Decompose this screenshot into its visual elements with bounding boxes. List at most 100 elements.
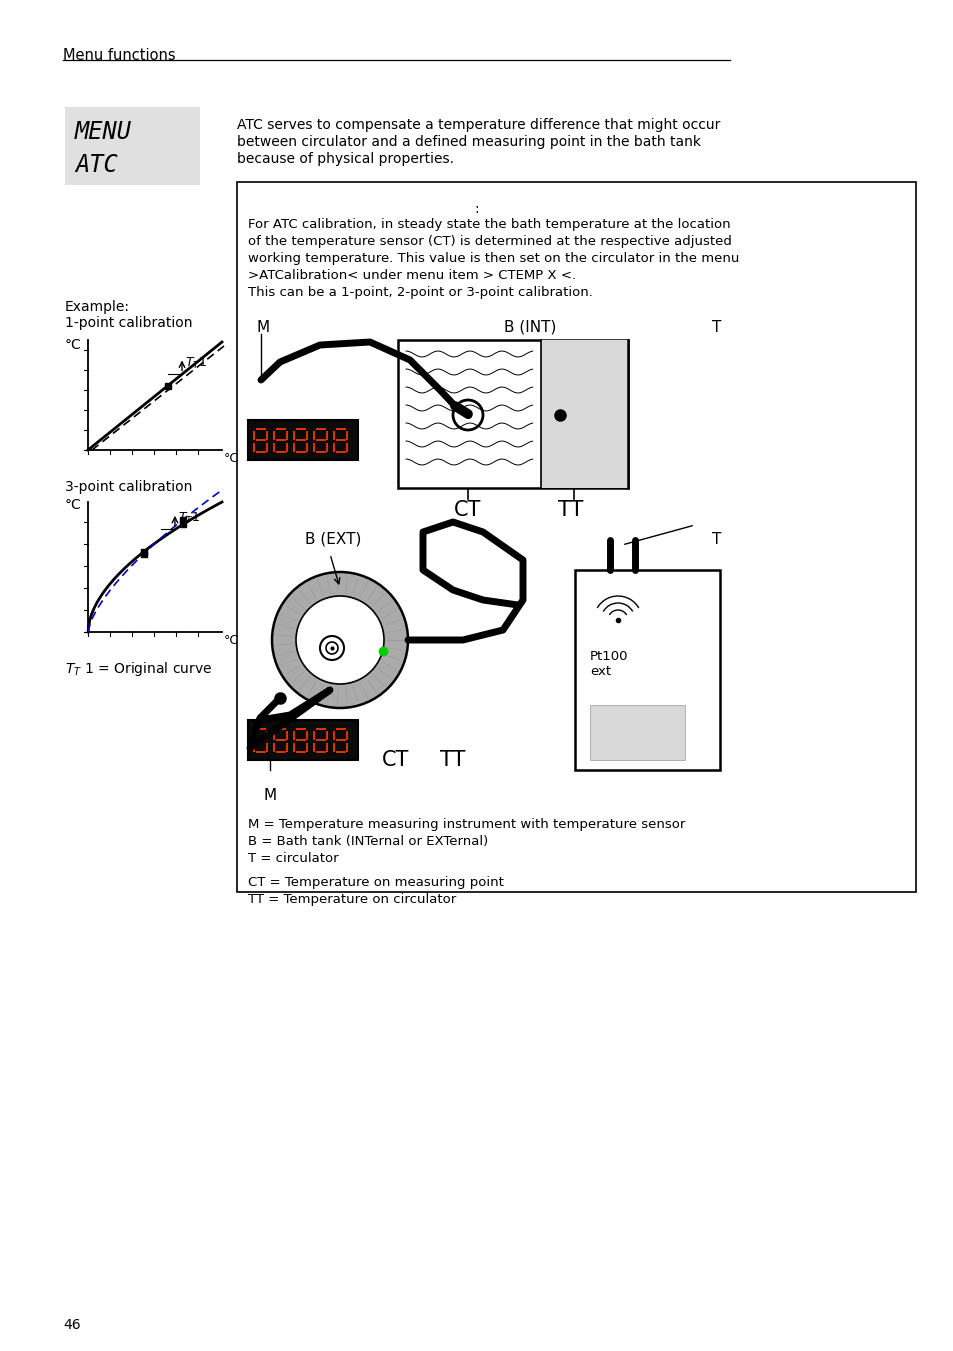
Bar: [253, 731, 254, 740]
Bar: [266, 431, 268, 439]
Bar: [313, 431, 314, 439]
Text: ATC: ATC: [75, 153, 117, 177]
Bar: [326, 443, 328, 453]
Text: Pt100
ext: Pt100 ext: [589, 650, 628, 678]
Bar: [315, 428, 326, 430]
Bar: [599, 717, 664, 736]
Bar: [286, 731, 288, 740]
Bar: [326, 743, 328, 753]
Bar: [335, 451, 346, 453]
Bar: [346, 443, 348, 453]
Text: $T_T$1: $T_T$1: [185, 355, 207, 370]
Text: B (EXT): B (EXT): [305, 532, 361, 547]
Circle shape: [295, 596, 384, 684]
Bar: [313, 731, 314, 740]
Bar: [286, 743, 288, 753]
Bar: [236, 182, 915, 892]
Bar: [326, 431, 328, 439]
Circle shape: [272, 571, 408, 708]
Text: For ATC calibration, in steady state the bath temperature at the location: For ATC calibration, in steady state the…: [248, 218, 730, 231]
Bar: [326, 731, 328, 740]
Text: TT: TT: [439, 750, 465, 770]
Text: B (INT): B (INT): [503, 320, 556, 335]
Bar: [255, 428, 266, 430]
Circle shape: [453, 400, 482, 430]
Bar: [335, 739, 346, 742]
Bar: [266, 443, 268, 453]
Text: T: T: [711, 320, 720, 335]
Text: between circulator and a defined measuring point in the bath tank: between circulator and a defined measuri…: [236, 135, 700, 149]
Bar: [275, 728, 286, 730]
Text: ATC serves to compensate a temperature difference that might occur: ATC serves to compensate a temperature d…: [236, 118, 720, 132]
Bar: [295, 439, 306, 440]
Bar: [315, 451, 326, 453]
Text: TT: TT: [558, 500, 583, 520]
Bar: [335, 751, 346, 753]
Bar: [275, 439, 286, 440]
Text: °C: °C: [224, 634, 239, 647]
Text: Menu functions: Menu functions: [63, 49, 175, 63]
Bar: [540, 340, 627, 488]
Text: $T_T$1: $T_T$1: [178, 511, 200, 526]
Circle shape: [319, 636, 344, 661]
Text: 46: 46: [63, 1319, 81, 1332]
Text: >ATCalibration< under menu item > CTEMP X <.: >ATCalibration< under menu item > CTEMP …: [248, 269, 576, 282]
Bar: [295, 751, 306, 753]
Bar: [333, 443, 335, 453]
Bar: [397, 340, 627, 488]
Bar: [266, 743, 268, 753]
Bar: [253, 443, 254, 453]
Bar: [346, 743, 348, 753]
Bar: [335, 428, 346, 430]
Text: TT = Temperature on circulator: TT = Temperature on circulator: [248, 893, 456, 907]
Text: CT = Temperature on measuring point: CT = Temperature on measuring point: [248, 875, 503, 889]
Bar: [273, 431, 274, 439]
Bar: [295, 739, 306, 742]
Text: $T_T$ 1 = Original curve: $T_T$ 1 = Original curve: [65, 661, 213, 678]
Bar: [275, 428, 286, 430]
Bar: [315, 728, 326, 730]
Bar: [275, 739, 286, 742]
Bar: [255, 728, 266, 730]
Bar: [255, 439, 266, 440]
Bar: [255, 451, 266, 453]
Bar: [293, 431, 294, 439]
Bar: [293, 743, 294, 753]
Text: :: :: [475, 203, 478, 216]
Bar: [315, 439, 326, 440]
Bar: [253, 431, 254, 439]
Text: 1-point calibration: 1-point calibration: [65, 316, 193, 330]
Bar: [295, 728, 306, 730]
Bar: [306, 431, 308, 439]
Text: B = Bath tank (INTernal or EXTernal): B = Bath tank (INTernal or EXTernal): [248, 835, 488, 848]
Bar: [575, 570, 720, 770]
Bar: [286, 431, 288, 439]
Bar: [293, 443, 294, 453]
Bar: [313, 443, 314, 453]
Bar: [335, 728, 346, 730]
Text: because of physical properties.: because of physical properties.: [236, 153, 454, 166]
Text: working temperature. This value is then set on the circulator in the menu: working temperature. This value is then …: [248, 253, 739, 265]
Bar: [346, 731, 348, 740]
Bar: [293, 731, 294, 740]
Bar: [306, 731, 308, 740]
Bar: [275, 451, 286, 453]
Bar: [286, 443, 288, 453]
Text: CT: CT: [454, 500, 481, 520]
Bar: [335, 439, 346, 440]
Bar: [346, 431, 348, 439]
Text: M = Temperature measuring instrument with temperature sensor: M = Temperature measuring instrument wit…: [248, 817, 684, 831]
Bar: [333, 731, 335, 740]
Text: °C: °C: [65, 499, 82, 512]
Bar: [333, 743, 335, 753]
Text: CT: CT: [381, 750, 409, 770]
Bar: [248, 420, 357, 459]
Text: of the temperature sensor (CT) is determined at the respective adjusted: of the temperature sensor (CT) is determ…: [248, 235, 731, 249]
Bar: [313, 743, 314, 753]
Bar: [273, 443, 274, 453]
Text: °C: °C: [224, 453, 239, 465]
Bar: [255, 739, 266, 742]
Bar: [273, 743, 274, 753]
Text: MENU: MENU: [75, 120, 132, 145]
Bar: [273, 731, 274, 740]
